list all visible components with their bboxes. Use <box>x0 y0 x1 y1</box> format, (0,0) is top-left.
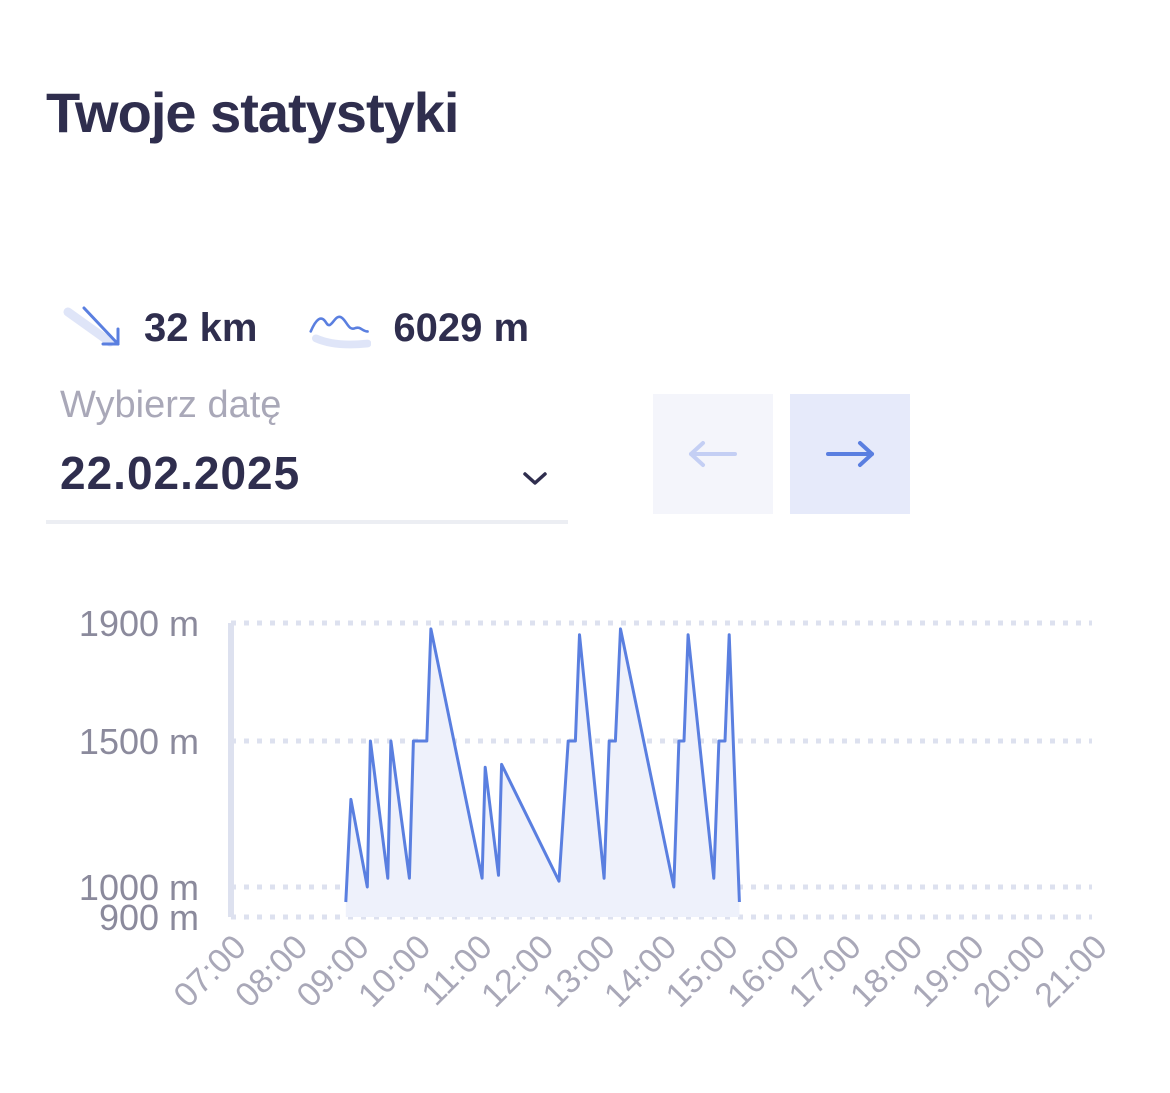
y-tick-label: 1500 m <box>79 721 199 762</box>
stats-summary: 32 km 6029 m <box>62 298 529 358</box>
page-title: Twoje statystyki <box>46 81 459 144</box>
date-picker-value: 22.02.2025 <box>60 447 301 499</box>
next-day-button[interactable] <box>790 394 910 514</box>
elevation-stat: 6029 m <box>309 302 529 354</box>
distance-stat: 32 km <box>62 302 257 354</box>
date-picker[interactable]: Wybierz datę 22.02.2025 <box>46 382 568 524</box>
date-picker-label: Wybierz datę <box>60 384 282 426</box>
previous-day-button[interactable] <box>653 394 773 514</box>
x-tick-label: 10:00 <box>351 928 438 1015</box>
y-tick-label: 900 m <box>99 897 199 938</box>
distance-value: 32 km <box>144 305 258 350</box>
chevron-down-icon <box>523 472 547 485</box>
y-tick-label: 1900 m <box>79 603 199 644</box>
y-tick-label: 1000 m <box>79 867 199 908</box>
elevation-line <box>344 627 741 903</box>
elevation-area <box>345 628 740 917</box>
arrow-right-icon <box>826 441 874 467</box>
descent-arrow-icon <box>62 302 124 354</box>
x-tick-label: 21:00 <box>1028 928 1115 1015</box>
mountain-elevation-icon <box>309 302 372 354</box>
arrow-left-icon <box>689 441 737 467</box>
elevation-value: 6029 m <box>393 305 530 350</box>
